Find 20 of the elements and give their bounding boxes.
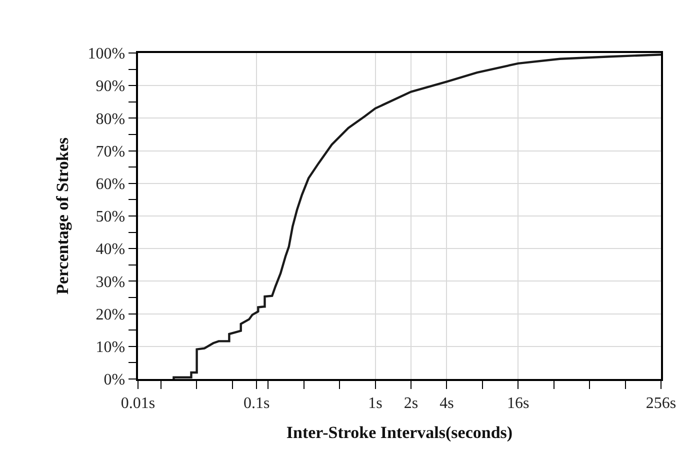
y-tick-label: 10% (96, 339, 126, 356)
y-axis-title: Percentage of Strokes (52, 137, 72, 295)
x-tick-label: 1s (368, 394, 382, 412)
y-tick-label: 60% (96, 176, 126, 193)
y-tick-label: 80% (96, 110, 126, 128)
x-tick-label: 256s (646, 394, 676, 412)
y-tick-label: 100% (88, 46, 126, 63)
x-tick-label: 0.1s (244, 394, 270, 412)
y-tick-label: 40% (96, 241, 126, 258)
y-tick-label: 20% (96, 306, 126, 324)
y-tick-label: 70% (96, 143, 126, 160)
y-tick-label: 90% (96, 78, 126, 96)
x-axis-title: Inter-Stroke Intervals(seconds) (286, 422, 513, 442)
x-tick-label: 4s (440, 394, 454, 412)
x-tick-label: 0.01s (120, 394, 156, 412)
x-tick-label: 2s (404, 394, 418, 412)
y-tick-label: 30% (96, 274, 126, 291)
y-tick-label: 50% (96, 208, 126, 226)
x-tick-label: 16s (507, 394, 530, 412)
y-tick-label: 0% (104, 372, 126, 389)
